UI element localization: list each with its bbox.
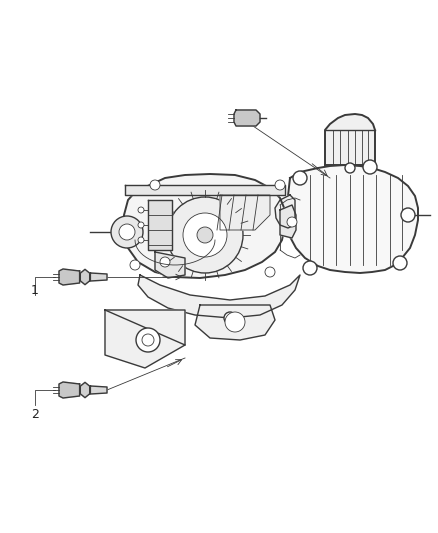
Polygon shape <box>80 382 90 398</box>
Polygon shape <box>59 269 80 285</box>
Circle shape <box>142 334 154 346</box>
Polygon shape <box>234 110 260 126</box>
Polygon shape <box>275 195 295 228</box>
Polygon shape <box>90 386 107 394</box>
Circle shape <box>393 256 407 270</box>
Polygon shape <box>286 165 418 273</box>
Circle shape <box>265 267 275 277</box>
Polygon shape <box>123 174 285 278</box>
Circle shape <box>119 224 135 240</box>
Circle shape <box>160 257 170 267</box>
Circle shape <box>183 213 227 257</box>
Circle shape <box>138 222 144 228</box>
Polygon shape <box>125 185 285 195</box>
Polygon shape <box>105 310 185 368</box>
Circle shape <box>287 217 297 227</box>
Polygon shape <box>59 382 80 398</box>
Text: 2: 2 <box>31 408 39 422</box>
Polygon shape <box>195 305 275 340</box>
Polygon shape <box>90 273 107 281</box>
Circle shape <box>167 197 243 273</box>
Circle shape <box>303 261 317 275</box>
Circle shape <box>363 160 377 174</box>
Circle shape <box>224 312 236 324</box>
Circle shape <box>111 216 143 248</box>
Polygon shape <box>325 114 375 165</box>
Circle shape <box>136 328 160 352</box>
Polygon shape <box>138 275 300 318</box>
Text: 1: 1 <box>31 284 39 296</box>
Polygon shape <box>220 195 270 230</box>
Circle shape <box>138 207 144 213</box>
Circle shape <box>225 312 245 332</box>
Circle shape <box>293 171 307 185</box>
Polygon shape <box>155 252 185 278</box>
Circle shape <box>401 208 415 222</box>
Polygon shape <box>280 205 296 238</box>
Polygon shape <box>148 200 172 250</box>
Circle shape <box>345 163 355 173</box>
Circle shape <box>138 237 144 243</box>
Circle shape <box>197 227 213 243</box>
Circle shape <box>130 260 140 270</box>
Circle shape <box>275 180 285 190</box>
Circle shape <box>150 180 160 190</box>
Polygon shape <box>80 269 90 285</box>
